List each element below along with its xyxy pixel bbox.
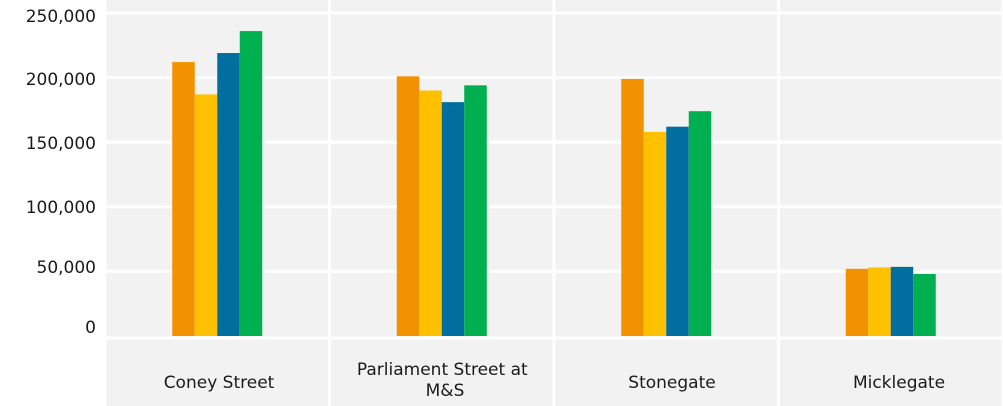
y-tick-label: 0 <box>85 318 96 338</box>
category-label-coney-street: Coney Street <box>164 373 275 393</box>
y-tick-label: 100,000 <box>26 198 96 218</box>
bar <box>666 126 689 336</box>
bar <box>464 85 487 337</box>
bar <box>868 267 891 336</box>
category-label-micklegate: Micklegate <box>853 373 945 393</box>
bar <box>913 273 936 336</box>
bar <box>845 268 869 336</box>
bar <box>217 53 240 336</box>
y-tick-label: 200,000 <box>26 70 96 90</box>
category-label-line: M&S <box>426 381 465 401</box>
y-tick-label: 150,000 <box>26 134 96 154</box>
bar <box>396 76 420 337</box>
category-labels: Coney Street Parliament Street at M&S St… <box>164 360 945 401</box>
bar <box>239 31 263 336</box>
category-label-line: Parliament Street at <box>357 360 528 380</box>
bar <box>621 78 644 336</box>
category-label-stonegate: Stonegate <box>628 373 715 393</box>
bar <box>419 90 442 337</box>
y-tick-label: 50,000 <box>37 258 96 278</box>
category-label-parliament-street: Parliament Street at M&S <box>357 360 533 401</box>
bar <box>688 111 712 336</box>
y-axis-ticks: 0 50,000 100,000 150,000 200,000 250,000 <box>26 7 96 338</box>
y-tick-label: 250,000 <box>26 7 96 27</box>
bar-series <box>172 31 936 337</box>
bar <box>441 102 465 336</box>
bar <box>194 94 218 337</box>
bar <box>890 266 914 336</box>
bar <box>643 131 667 336</box>
bar <box>172 62 195 336</box>
